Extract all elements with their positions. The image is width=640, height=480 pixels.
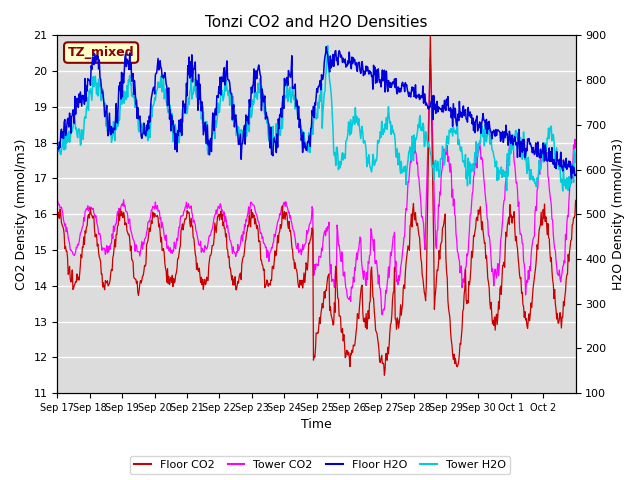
Y-axis label: CO2 Density (mmol/m3): CO2 Density (mmol/m3) <box>15 139 28 290</box>
Title: Tonzi CO2 and H2O Densities: Tonzi CO2 and H2O Densities <box>205 15 428 30</box>
Y-axis label: H2O Density (mmol/m3): H2O Density (mmol/m3) <box>612 138 625 290</box>
Legend: Floor CO2, Tower CO2, Floor H2O, Tower H2O: Floor CO2, Tower CO2, Floor H2O, Tower H… <box>130 456 510 474</box>
Text: TZ_mixed: TZ_mixed <box>68 46 134 59</box>
X-axis label: Time: Time <box>301 419 332 432</box>
